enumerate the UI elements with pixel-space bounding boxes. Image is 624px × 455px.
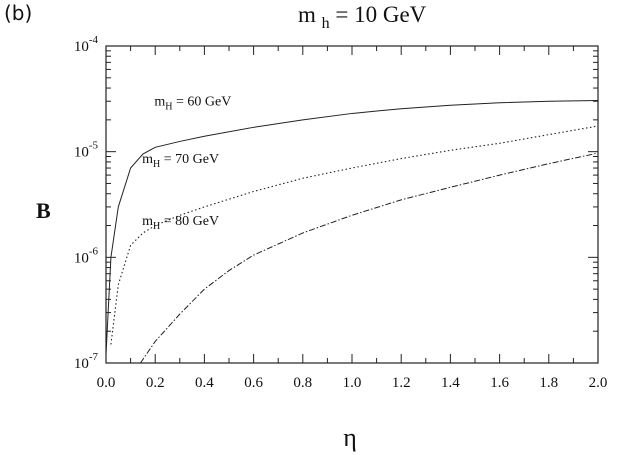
chart-title-rest: = 10 GeV [335,2,426,27]
series-label-rest: = 80 GeV [160,214,219,229]
series-label: mH = 70 GeV [142,152,219,170]
series-label-main: m [142,214,153,229]
x-tick-label: 1.4 [441,375,460,391]
x-tick-label: 0.6 [244,375,263,391]
series-label: mH = 80 GeV [142,214,219,232]
series-label-rest: = 70 GeV [160,152,219,167]
y-tick-label: 10-4 [74,34,99,55]
panel-label: (b) [4,1,32,25]
x-tick-label: 1.8 [539,375,558,391]
y-tick-base: 10 [74,250,89,266]
x-tick-label: 1.2 [392,375,411,391]
x-tick-label: 2.0 [589,375,608,391]
x-tick-label: 1.0 [343,375,362,391]
plot-area: 0.0 0.2 0.4 0.6 0.8 1.0 1.2 1.4 1.6 1.8 2.010-710-… [74,34,608,391]
y-tick-exponent: -7 [89,351,99,363]
y-tick-exponent: -6 [89,245,99,257]
y-axis-label: B [36,198,51,223]
chart-title-main: m [298,2,316,27]
series-label-rest: = 60 GeV [173,94,232,109]
y-tick-base: 10 [74,145,89,161]
chart-title-sub: h [322,15,330,32]
series-line [105,99,599,355]
x-tick-label: 0.2 [146,375,165,391]
y-tick-exponent: -4 [89,34,99,46]
series-label-main: m [154,94,165,109]
series-line [140,152,599,364]
y-tick-label: 10-7 [74,351,99,372]
y-tick-label: 10-6 [74,245,99,266]
series-label: mH = 60 GeV [154,94,231,112]
series-label-sub: H [153,159,160,170]
x-tick-label: 0.4 [195,375,214,391]
x-axis-label: η [343,423,357,452]
chart-title: m h = 10 GeV [298,2,427,33]
x-tick-label: 0.8 [293,375,312,391]
x-tick-label: 1.6 [490,375,509,391]
series-label-sub: H [153,221,160,232]
y-tick-label: 10-5 [74,140,99,161]
series-label-main: m [142,152,153,167]
y-tick-base: 10 [74,39,89,55]
y-tick-exponent: -5 [89,140,99,152]
y-tick-base: 10 [74,356,89,372]
x-tick-label: 0.0 [97,375,116,391]
series-label-sub: H [165,101,172,112]
series-line [110,125,599,345]
